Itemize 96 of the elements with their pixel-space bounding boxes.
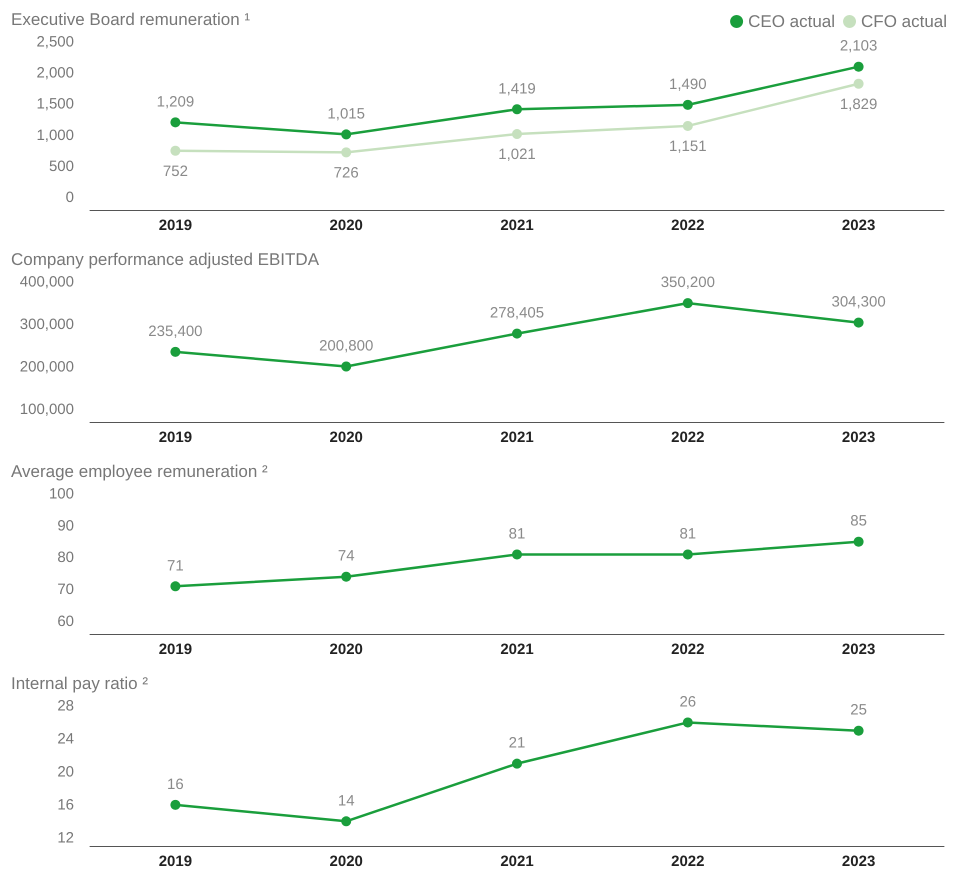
point	[854, 78, 864, 89]
point	[854, 62, 864, 72]
data-label: 1,490	[669, 76, 707, 93]
data-label: 85	[850, 512, 867, 530]
x-tick-label: 2023	[842, 217, 876, 234]
x-tick-label: 2019	[158, 429, 192, 446]
point	[341, 147, 352, 158]
point	[170, 800, 180, 810]
data-label: 26	[679, 693, 696, 710]
y-tick-label: 400,000	[20, 274, 74, 290]
point	[170, 581, 180, 592]
data-label: 74	[338, 548, 355, 565]
data-label: 14	[338, 792, 355, 810]
point	[341, 572, 352, 582]
point	[170, 146, 180, 156]
y-tick-label: 24	[57, 730, 74, 748]
y-tick-label: 0	[66, 189, 74, 206]
x-tick-label: 2020	[330, 853, 363, 870]
chart-title: Company performance adjusted EBITDA	[11, 250, 320, 269]
point	[854, 318, 864, 328]
point	[512, 328, 522, 339]
data-label: 200,800	[319, 338, 374, 355]
x-tick-label: 2021	[500, 853, 534, 870]
x-tick-label: 2019	[158, 217, 192, 234]
chart-title: Average employee remuneration ²	[11, 462, 268, 481]
x-tick-label: 2022	[671, 853, 704, 870]
point	[341, 362, 352, 372]
y-tick-label: 100,000	[20, 400, 74, 418]
data-label: 21	[508, 734, 526, 752]
data-label: 278,405	[490, 304, 544, 322]
point	[854, 536, 864, 547]
data-label: 1,209	[156, 93, 194, 110]
y-tick-label: 70	[57, 580, 74, 598]
data-label: 81	[508, 525, 526, 542]
x-tick-label: 2019	[158, 853, 192, 870]
point	[512, 129, 522, 140]
data-label: 25	[850, 702, 867, 719]
x-tick-label: 2021	[500, 641, 534, 658]
data-label: 304,300	[831, 294, 886, 311]
y-tick-label: 1,500	[36, 96, 74, 113]
x-tick-label: 2021	[500, 217, 534, 234]
x-tick-label: 2023	[842, 429, 876, 446]
x-tick-label: 2021	[500, 429, 534, 446]
y-tick-label: 90	[57, 517, 74, 534]
legend-label: CFO actual	[861, 12, 948, 31]
y-tick-label: 12	[57, 829, 74, 846]
data-label: 1,021	[498, 146, 536, 164]
point	[682, 549, 693, 560]
x-tick-label: 2020	[330, 429, 363, 446]
chart-title: Executive Board remuneration ¹	[11, 10, 250, 29]
x-tick-label: 2019	[158, 641, 192, 658]
y-tick-label: 300,000	[20, 316, 74, 333]
legend-label: CEO actual	[748, 12, 836, 31]
y-tick-label: 80	[57, 549, 74, 566]
point	[682, 298, 693, 308]
point	[512, 549, 522, 560]
data-label: 1,829	[840, 96, 878, 113]
x-tick-label: 2020	[330, 217, 363, 234]
x-tick-label: 2022	[671, 217, 704, 234]
x-tick-label: 2022	[671, 429, 704, 446]
point	[682, 100, 693, 110]
y-tick-label: 20	[57, 763, 74, 780]
y-tick-label: 100	[48, 486, 74, 502]
y-tick-label: 500	[48, 158, 74, 175]
y-tick-label: 60	[57, 612, 74, 630]
y-tick-label: 200,000	[20, 358, 74, 376]
point	[854, 726, 864, 736]
point	[682, 120, 693, 131]
data-label: 1,419	[498, 80, 536, 98]
point	[170, 117, 180, 128]
x-tick-label: 2020	[330, 641, 363, 658]
data-label: 726	[334, 164, 359, 182]
data-label: 2,103	[840, 38, 878, 55]
point	[341, 816, 352, 826]
x-tick-label: 2022	[671, 641, 704, 658]
data-label: 81	[679, 525, 696, 542]
data-label: 1,151	[669, 138, 707, 155]
y-tick-label: 2,500	[36, 34, 74, 50]
x-tick-label: 2023	[842, 641, 876, 658]
point	[170, 346, 180, 357]
x-tick-label: 2023	[842, 853, 876, 870]
point	[512, 758, 522, 769]
data-label: 71	[167, 557, 184, 574]
y-tick-label: 28	[57, 698, 74, 714]
data-label: 752	[162, 162, 188, 180]
y-tick-label: 16	[57, 796, 74, 814]
point	[682, 717, 693, 728]
chart-title: Internal pay ratio ²	[11, 674, 148, 693]
y-tick-label: 1,000	[36, 126, 74, 144]
data-label: 16	[167, 776, 184, 793]
y-tick-label: 2,000	[36, 64, 74, 82]
data-label: 350,200	[660, 274, 715, 292]
data-label: 235,400	[148, 322, 203, 340]
point	[512, 104, 522, 114]
data-label: 1,015	[327, 105, 365, 122]
point	[341, 129, 352, 140]
